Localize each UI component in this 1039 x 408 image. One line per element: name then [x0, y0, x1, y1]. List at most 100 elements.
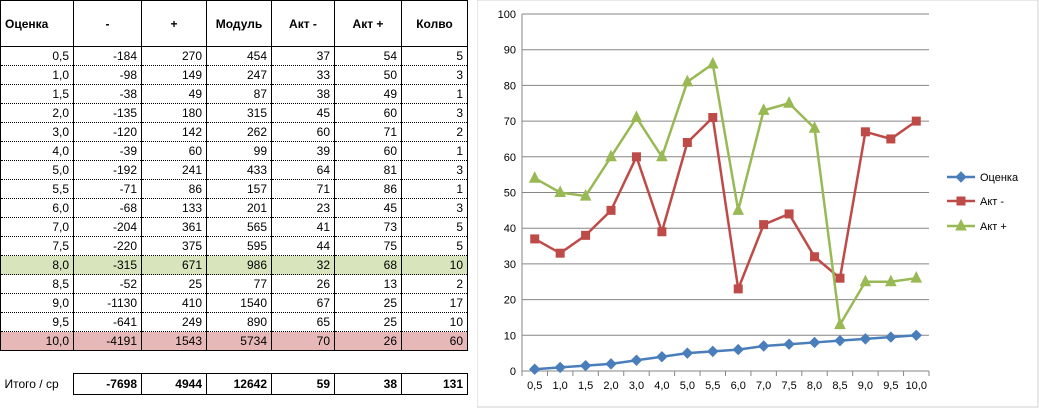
table-cell[interactable]: 410 — [141, 293, 207, 313]
table-cell[interactable]: -71 — [73, 179, 142, 199]
total-cell[interactable]: 12642 — [206, 373, 272, 395]
table-cell[interactable]: 64 — [271, 160, 335, 180]
empty-cell[interactable] — [73, 350, 142, 374]
table-cell[interactable]: -315 — [73, 255, 142, 275]
total-cell[interactable]: -7698 — [73, 373, 142, 395]
table-cell[interactable]: 38 — [271, 84, 335, 104]
empty-cell[interactable] — [0, 350, 74, 374]
table-cell[interactable]: -641 — [73, 312, 142, 332]
table-cell[interactable]: 671 — [141, 255, 207, 275]
table-cell[interactable]: 9,5 — [0, 312, 74, 332]
table-cell[interactable]: 2,0 — [0, 103, 74, 123]
table-cell[interactable]: 60 — [271, 122, 335, 142]
table-cell[interactable]: 5734 — [206, 331, 272, 351]
table-cell[interactable]: 149 — [141, 65, 207, 85]
table-cell[interactable]: -204 — [73, 217, 142, 237]
table-cell[interactable]: 270 — [141, 46, 207, 66]
table-cell[interactable]: 241 — [141, 160, 207, 180]
table-cell[interactable]: 315 — [206, 103, 272, 123]
header-cell[interactable]: Колво — [401, 0, 468, 47]
table-cell[interactable]: 5 — [401, 46, 468, 66]
table-cell[interactable]: 1 — [401, 84, 468, 104]
table-cell[interactable]: 2 — [401, 274, 468, 294]
table-cell[interactable]: 25 — [334, 312, 402, 332]
table-cell[interactable]: 5 — [401, 217, 468, 237]
table-cell[interactable]: 1,0 — [0, 65, 74, 85]
total-cell[interactable]: 4944 — [141, 373, 207, 395]
table-cell[interactable]: 60 — [334, 141, 402, 161]
table-cell[interactable]: 247 — [206, 65, 272, 85]
empty-cell[interactable] — [206, 350, 272, 374]
table-cell[interactable]: 1 — [401, 141, 468, 161]
table-cell[interactable]: 180 — [141, 103, 207, 123]
total-label[interactable]: Итого / ср — [4, 377, 59, 391]
table-cell[interactable]: 10 — [401, 255, 468, 275]
table-cell[interactable]: 249 — [141, 312, 207, 332]
table-cell[interactable]: -98 — [73, 65, 142, 85]
table-cell[interactable]: 49 — [334, 84, 402, 104]
header-cell[interactable]: Оценка — [0, 0, 74, 47]
table-cell[interactable]: 60 — [401, 331, 468, 351]
header-cell[interactable]: + — [141, 0, 207, 47]
table-cell[interactable]: 68 — [334, 255, 402, 275]
table-cell[interactable]: 0,5 — [0, 46, 74, 66]
table-cell[interactable]: 50 — [334, 65, 402, 85]
table-cell[interactable]: 7,5 — [0, 236, 74, 256]
table-cell[interactable]: 39 — [271, 141, 335, 161]
table-cell[interactable]: 44 — [271, 236, 335, 256]
table-cell[interactable]: 86 — [334, 179, 402, 199]
table-cell[interactable]: 4,0 — [0, 141, 74, 161]
table-cell[interactable]: -192 — [73, 160, 142, 180]
header-cell[interactable]: Акт - — [271, 0, 335, 47]
table-cell[interactable]: 986 — [206, 255, 272, 275]
table-cell[interactable]: 99 — [206, 141, 272, 161]
table-cell[interactable]: 433 — [206, 160, 272, 180]
table-cell[interactable]: -52 — [73, 274, 142, 294]
table-cell[interactable]: 454 — [206, 46, 272, 66]
header-cell[interactable]: - — [73, 0, 142, 47]
table-cell[interactable]: 142 — [141, 122, 207, 142]
table-cell[interactable]: 1,5 — [0, 84, 74, 104]
empty-cell[interactable] — [334, 350, 402, 374]
table-cell[interactable]: 25 — [334, 293, 402, 313]
table-cell[interactable]: 6,0 — [0, 198, 74, 218]
table-cell[interactable]: -39 — [73, 141, 142, 161]
table-cell[interactable]: 7,0 — [0, 217, 74, 237]
table-cell[interactable]: 70 — [271, 331, 335, 351]
table-cell[interactable]: 375 — [141, 236, 207, 256]
table-cell[interactable]: 2 — [401, 122, 468, 142]
empty-cell[interactable] — [141, 350, 207, 374]
table-cell[interactable]: 87 — [206, 84, 272, 104]
table-cell[interactable]: 32 — [271, 255, 335, 275]
table-cell[interactable]: 5,0 — [0, 160, 74, 180]
table-cell[interactable]: 17 — [401, 293, 468, 313]
table-cell[interactable]: 3 — [401, 103, 468, 123]
table-cell[interactable]: 9,0 — [0, 293, 74, 313]
table-cell[interactable]: -184 — [73, 46, 142, 66]
table-cell[interactable]: 5 — [401, 236, 468, 256]
table-cell[interactable]: -38 — [73, 84, 142, 104]
table-cell[interactable]: 3 — [401, 160, 468, 180]
table-cell[interactable]: 565 — [206, 217, 272, 237]
table-cell[interactable]: 133 — [141, 198, 207, 218]
table-cell[interactable]: 3,0 — [0, 122, 74, 142]
table-cell[interactable]: 54 — [334, 46, 402, 66]
table-cell[interactable]: 3 — [401, 65, 468, 85]
table-cell[interactable]: 13 — [334, 274, 402, 294]
table-cell[interactable]: -135 — [73, 103, 142, 123]
table-cell[interactable]: 86 — [141, 179, 207, 199]
table-cell[interactable]: 890 — [206, 312, 272, 332]
table-cell[interactable]: 75 — [334, 236, 402, 256]
table-cell[interactable]: 8,0 — [0, 255, 74, 275]
table-cell[interactable]: 26 — [334, 331, 402, 351]
table-cell[interactable]: -120 — [73, 122, 142, 142]
total-cell[interactable]: 131 — [401, 373, 468, 395]
table-cell[interactable]: 45 — [271, 103, 335, 123]
table-cell[interactable]: 1543 — [141, 331, 207, 351]
table-cell[interactable]: 77 — [206, 274, 272, 294]
table-cell[interactable]: -68 — [73, 198, 142, 218]
table-cell[interactable]: -1130 — [73, 293, 142, 313]
table-cell[interactable]: 25 — [141, 274, 207, 294]
empty-cell[interactable] — [401, 350, 468, 374]
table-cell[interactable]: 37 — [271, 46, 335, 66]
